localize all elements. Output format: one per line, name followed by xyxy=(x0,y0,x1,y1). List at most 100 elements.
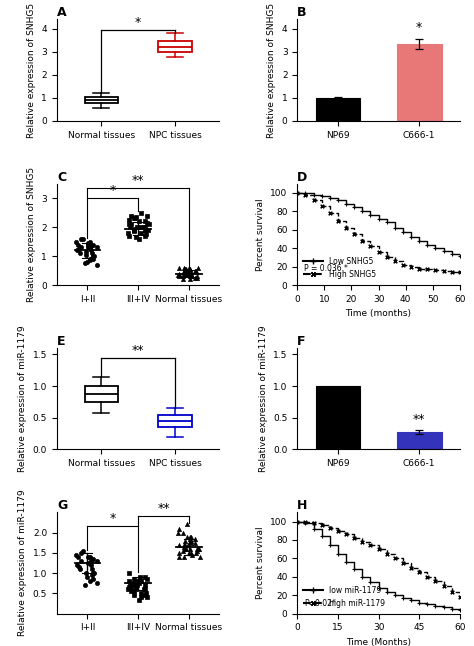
Point xyxy=(84,552,92,562)
Point xyxy=(182,544,189,554)
Point xyxy=(124,584,132,594)
Text: **: ** xyxy=(132,174,145,187)
Point xyxy=(89,251,97,261)
Point xyxy=(142,590,149,601)
Point xyxy=(141,225,149,235)
Point xyxy=(187,270,195,280)
Y-axis label: Relative expression of SNHG5: Relative expression of SNHG5 xyxy=(267,3,276,138)
Point xyxy=(125,576,133,587)
Text: A: A xyxy=(57,6,66,19)
Point xyxy=(90,254,97,264)
Point xyxy=(73,245,81,256)
Point xyxy=(183,519,191,530)
Point xyxy=(145,219,153,229)
Point xyxy=(143,218,150,228)
Y-axis label: Relative expression of SNHG5: Relative expression of SNHG5 xyxy=(27,167,36,302)
Point xyxy=(125,582,133,592)
Point xyxy=(133,580,140,590)
Point xyxy=(187,548,195,558)
Point xyxy=(175,523,182,534)
Point xyxy=(186,274,193,284)
Point xyxy=(87,552,94,562)
Point xyxy=(124,228,132,238)
Point xyxy=(74,552,82,562)
Point xyxy=(90,574,97,585)
Point xyxy=(183,270,191,280)
Y-axis label: Relative expression of miR-1179: Relative expression of miR-1179 xyxy=(18,326,27,472)
Bar xyxy=(397,432,441,450)
Point xyxy=(184,539,191,550)
Text: *: * xyxy=(109,512,116,525)
Point xyxy=(187,271,195,282)
Point xyxy=(89,568,97,578)
Point xyxy=(175,262,182,273)
Text: **: ** xyxy=(132,344,145,357)
Point xyxy=(196,552,203,562)
Point xyxy=(132,212,139,222)
Point xyxy=(181,267,188,277)
Point xyxy=(90,554,97,564)
Point xyxy=(82,249,90,260)
Point xyxy=(136,216,143,227)
Point xyxy=(141,584,149,594)
Text: P = 0.036 *: P = 0.036 * xyxy=(304,264,348,273)
PathPatch shape xyxy=(158,41,191,52)
Point xyxy=(130,574,137,585)
Point xyxy=(131,213,138,224)
Text: F: F xyxy=(297,335,306,348)
Point xyxy=(88,245,95,256)
Point xyxy=(183,532,191,542)
Legend: low miR-1179, high miR-1179: low miR-1179, high miR-1179 xyxy=(301,583,387,610)
Point xyxy=(83,256,91,267)
Point xyxy=(131,578,138,589)
Point xyxy=(126,231,133,241)
Point xyxy=(93,242,100,253)
Point xyxy=(128,219,135,229)
Point xyxy=(130,213,137,224)
Bar xyxy=(316,386,360,450)
Point xyxy=(130,224,138,234)
Point xyxy=(181,536,188,546)
Point xyxy=(182,266,189,276)
Point xyxy=(79,546,86,556)
Point xyxy=(127,578,134,589)
Point xyxy=(194,544,201,554)
Point xyxy=(137,589,145,599)
Point xyxy=(127,586,135,596)
Point xyxy=(130,580,138,590)
Point xyxy=(132,232,139,242)
Bar xyxy=(316,98,360,121)
Text: *: * xyxy=(135,16,141,28)
Point xyxy=(81,258,88,269)
Point xyxy=(128,582,135,592)
Point xyxy=(141,216,149,227)
Text: P=0.02*: P=0.02* xyxy=(304,599,336,608)
Point xyxy=(142,229,150,240)
Point xyxy=(88,560,95,570)
Point xyxy=(135,578,142,589)
Point xyxy=(181,267,189,277)
Point xyxy=(186,264,194,275)
Point xyxy=(130,590,138,601)
Point xyxy=(192,548,200,558)
Point xyxy=(181,539,188,550)
Point xyxy=(87,241,95,251)
Text: E: E xyxy=(57,335,65,348)
PathPatch shape xyxy=(158,415,191,427)
Point xyxy=(187,544,194,554)
Text: D: D xyxy=(297,171,308,183)
Point xyxy=(137,592,145,603)
Point xyxy=(182,264,190,275)
Point xyxy=(82,247,90,257)
Point xyxy=(137,228,145,238)
Point xyxy=(86,255,94,266)
Text: H: H xyxy=(297,499,308,512)
Point xyxy=(82,568,90,578)
Point xyxy=(180,527,187,537)
Point xyxy=(187,532,195,542)
Point xyxy=(77,556,85,566)
Point xyxy=(181,541,189,552)
Point xyxy=(174,527,182,537)
Point xyxy=(144,225,152,235)
Point xyxy=(84,558,91,568)
